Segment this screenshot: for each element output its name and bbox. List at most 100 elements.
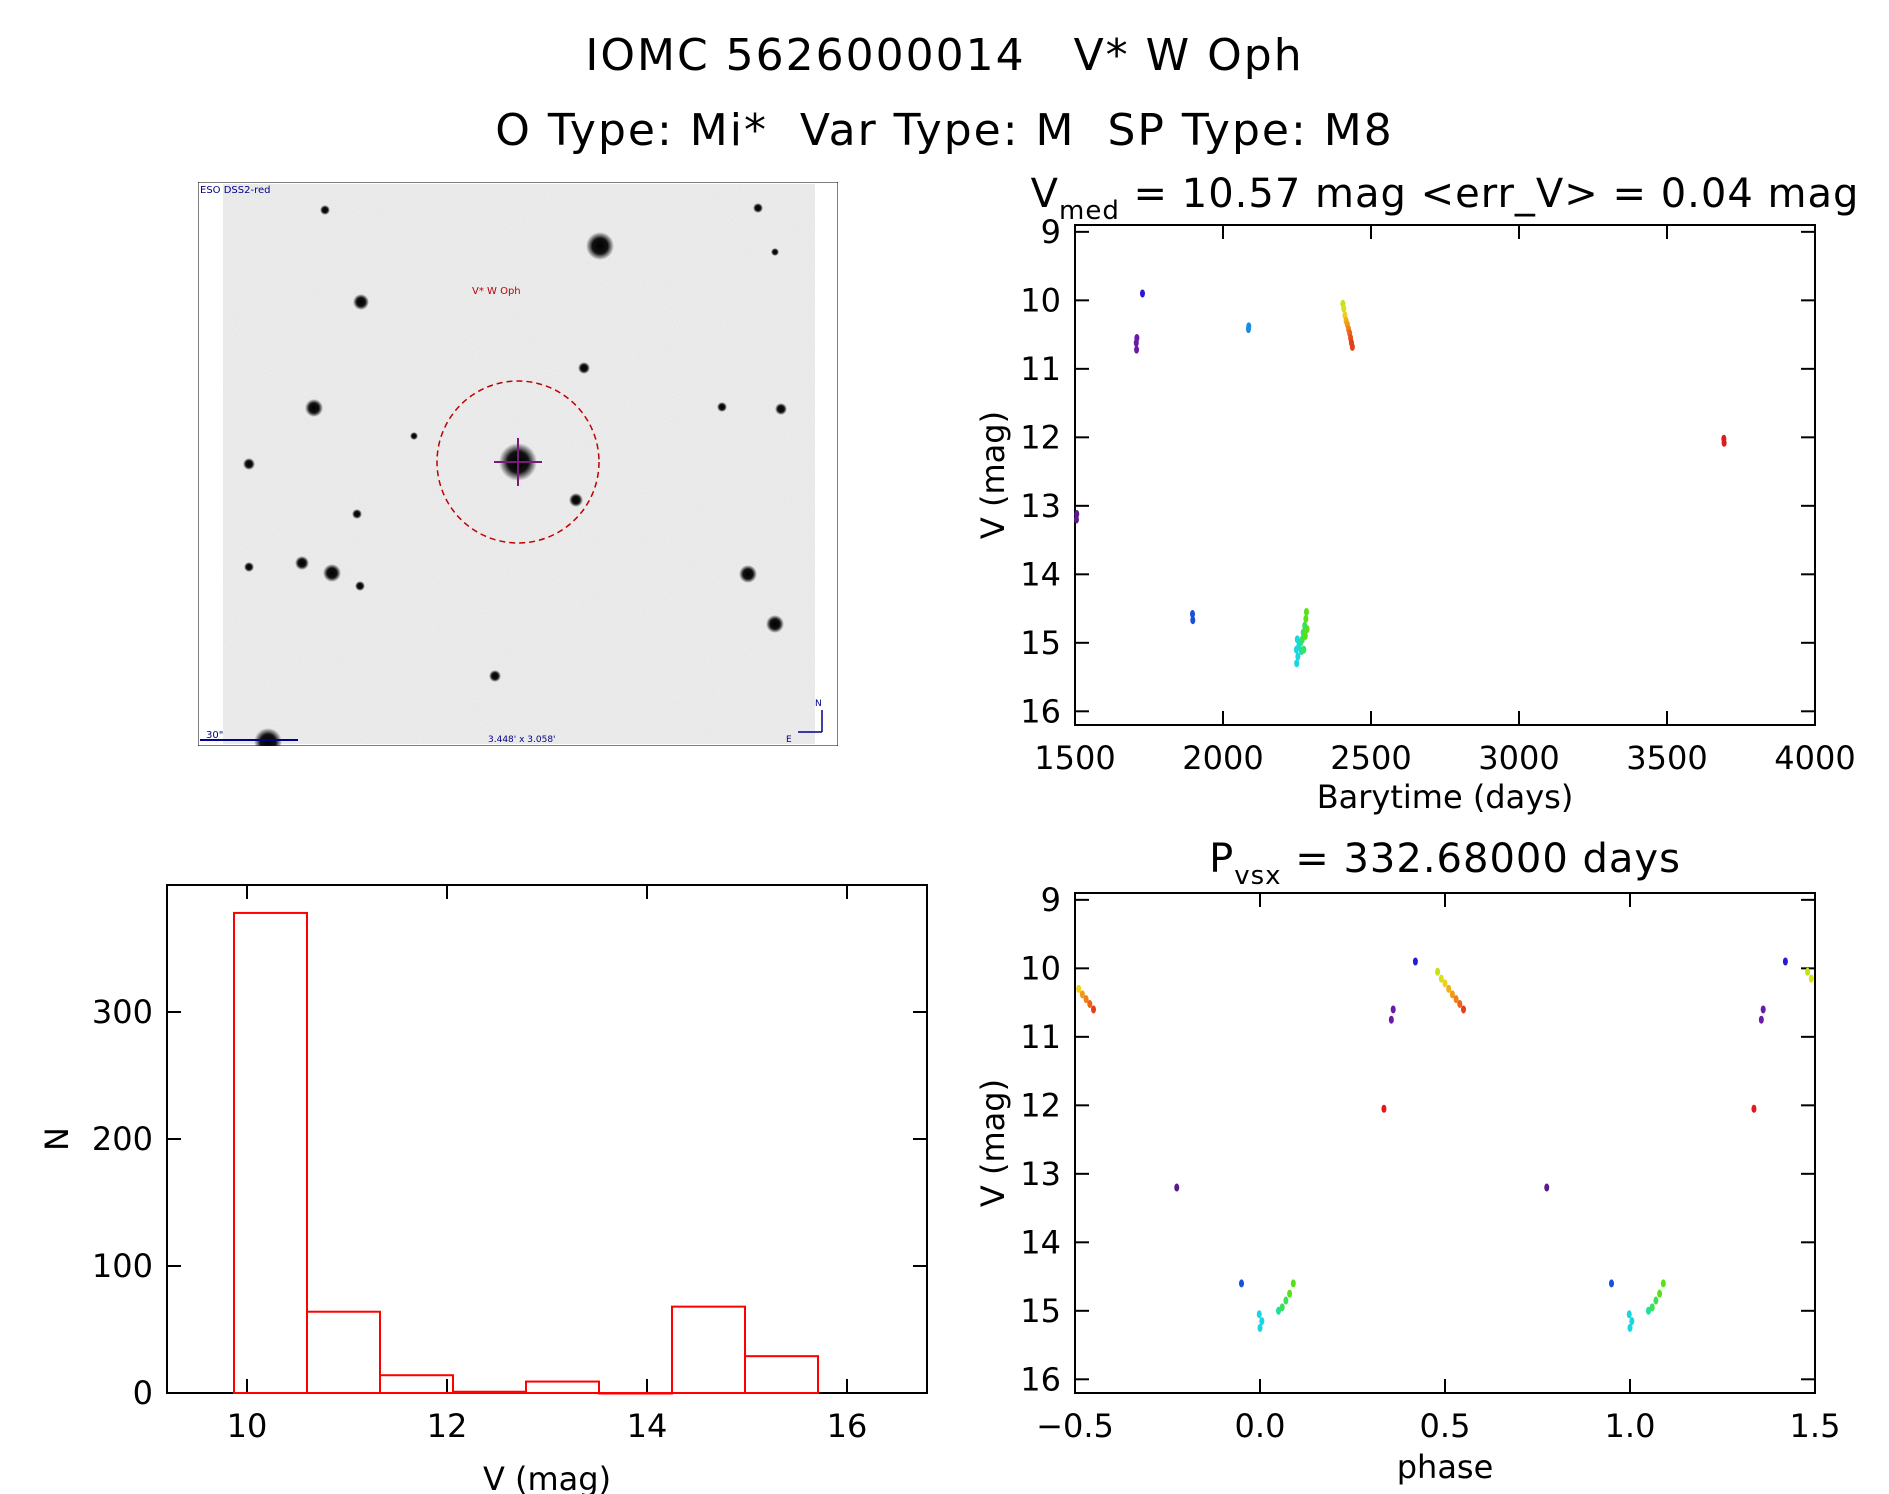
lc-data-point: [1246, 322, 1252, 331]
phase-data-point: [1283, 1296, 1289, 1305]
phase-data-point: [1079, 990, 1085, 999]
phase-data-point: [1449, 990, 1455, 999]
phase-data-point: [1461, 1005, 1466, 1014]
phase-data-point: [1290, 1279, 1296, 1288]
phase-data-point: [1276, 1306, 1281, 1315]
hist-bar: [379, 1374, 454, 1394]
lc-data-point: [1303, 607, 1309, 616]
survey-label: ESO DSS2-red: [200, 185, 270, 196]
lc-data-point: [1190, 610, 1196, 619]
phase-data-point: [1287, 1289, 1293, 1298]
lc-xtick-label: 2000: [1182, 739, 1263, 777]
phase-data-point: [1627, 1323, 1633, 1332]
phase-data-point: [1751, 1104, 1757, 1113]
title-line-1: IOMC 5626000014 V* W Oph: [585, 30, 1304, 81]
lc-data-point: [1303, 614, 1309, 623]
phase-title-rest: = 332.68000 days: [1282, 836, 1681, 882]
lc-ytick-label: 16: [1020, 692, 1061, 730]
phase-data-point: [1442, 979, 1448, 988]
phase-data-point: [1758, 1015, 1764, 1024]
phase-ylabel: V (mag): [974, 1079, 1012, 1207]
phase-data-point: [1626, 1310, 1632, 1319]
hist-bar: [744, 1355, 819, 1395]
compass: N E: [786, 699, 823, 745]
phase-title-sub: vsx: [1234, 861, 1281, 891]
lc-ytick-label: 9: [1041, 213, 1061, 251]
phase-ytick-label: 10: [1020, 949, 1061, 987]
east-label: E: [786, 735, 792, 745]
hist-bar: [233, 911, 308, 1394]
hist-bar: [452, 1390, 527, 1394]
hist-xtick-label: 12: [427, 1407, 468, 1445]
phase-data-point: [1388, 1015, 1394, 1024]
phase-ytick-label: 9: [1041, 881, 1061, 919]
phase-data-point: [1649, 1303, 1655, 1312]
phase-data-point: [1087, 999, 1093, 1008]
phase-data-point: [1629, 1317, 1635, 1326]
lc-xtick-label: 1500: [1034, 739, 1115, 777]
lc-ytick-label: 15: [1020, 624, 1061, 662]
lc-data-point: [1294, 659, 1300, 668]
lc-data-point: [1074, 510, 1080, 519]
phase-data-point: [1453, 995, 1459, 1004]
phase-data-point: [1174, 1183, 1180, 1192]
phase-xtick-label: 1.0: [1605, 1407, 1656, 1445]
lc-xtick-label: 2500: [1330, 739, 1411, 777]
aperture-circle: [436, 380, 600, 544]
phase-data-point: [1381, 1104, 1387, 1113]
lc-ylabel: V (mag): [974, 411, 1012, 539]
phase-plot-frame: [1074, 892, 1816, 1394]
phase-data-point: [1083, 995, 1089, 1004]
hist-xtick-label: 10: [227, 1407, 268, 1445]
phase-data-point: [1457, 999, 1463, 1008]
phase-title: Pvsx = 332.68000 days: [1209, 836, 1681, 891]
lc-ytick-label: 14: [1020, 555, 1061, 593]
phase-data-point: [1653, 1296, 1659, 1305]
lc-data-point: [1134, 334, 1140, 343]
hist-plot-frame: [166, 884, 928, 1394]
hist-ytick-label: 0: [133, 1374, 153, 1412]
lc-title: Vmed = 10.57 mag <err_V> = 0.04 mag: [1031, 171, 1860, 226]
lc-xtick-label: 3500: [1626, 739, 1707, 777]
lc-data-point: [1190, 616, 1196, 625]
lc-data-point: [1139, 289, 1145, 298]
lc-data-point: [1301, 645, 1307, 654]
phase-xlabel: phase: [1397, 1448, 1494, 1486]
hist-bar: [671, 1305, 746, 1395]
phase-ytick-label: 12: [1020, 1086, 1061, 1124]
phase-data-point: [1076, 984, 1082, 993]
hist-bar: [306, 1310, 381, 1394]
lc-title-main: V: [1031, 171, 1059, 217]
hist-bar: [525, 1380, 600, 1394]
phase-data-point: [1257, 1323, 1263, 1332]
hist-bar: [598, 1392, 673, 1395]
finder-chart-image: ESO DSS2-red V* W Oph 30" 3.448' x 3.058…: [198, 182, 838, 746]
phase-ytick-label: 11: [1020, 1018, 1061, 1056]
lc-ytick-label: 13: [1020, 487, 1061, 525]
lc-data-point: [1295, 652, 1301, 661]
hist-xlabel: V (mag): [483, 1460, 611, 1494]
phase-ytick-label: 16: [1020, 1360, 1061, 1398]
phase-data-point: [1412, 957, 1418, 966]
lc-data-point: [1341, 304, 1347, 313]
phase-data-point: [1805, 967, 1811, 976]
lc-data-point: [1134, 345, 1140, 354]
lc-data-point: [1302, 631, 1308, 640]
phase-data-point: [1446, 984, 1452, 993]
phase-title-main: P: [1209, 836, 1234, 882]
phase-data-point: [1657, 1289, 1663, 1298]
lc-ytick-label: 11: [1020, 350, 1061, 388]
scale-label: 30": [206, 730, 223, 741]
phase-data-point: [1390, 1005, 1396, 1014]
title-line-2: O Type: Mi* Var Type: M SP Type: M8: [495, 105, 1394, 156]
phase-data-point: [1259, 1317, 1265, 1326]
phase-ytick-label: 15: [1020, 1292, 1061, 1330]
hist-ylabel: N: [38, 1127, 76, 1151]
target-star: [494, 438, 542, 486]
phase-data-point: [1808, 974, 1814, 983]
fov-label: 3.448' x 3.058': [488, 735, 556, 745]
phase-data-point: [1544, 1183, 1550, 1192]
phase-data-point: [1646, 1306, 1651, 1315]
phase-data-point: [1091, 1005, 1096, 1014]
